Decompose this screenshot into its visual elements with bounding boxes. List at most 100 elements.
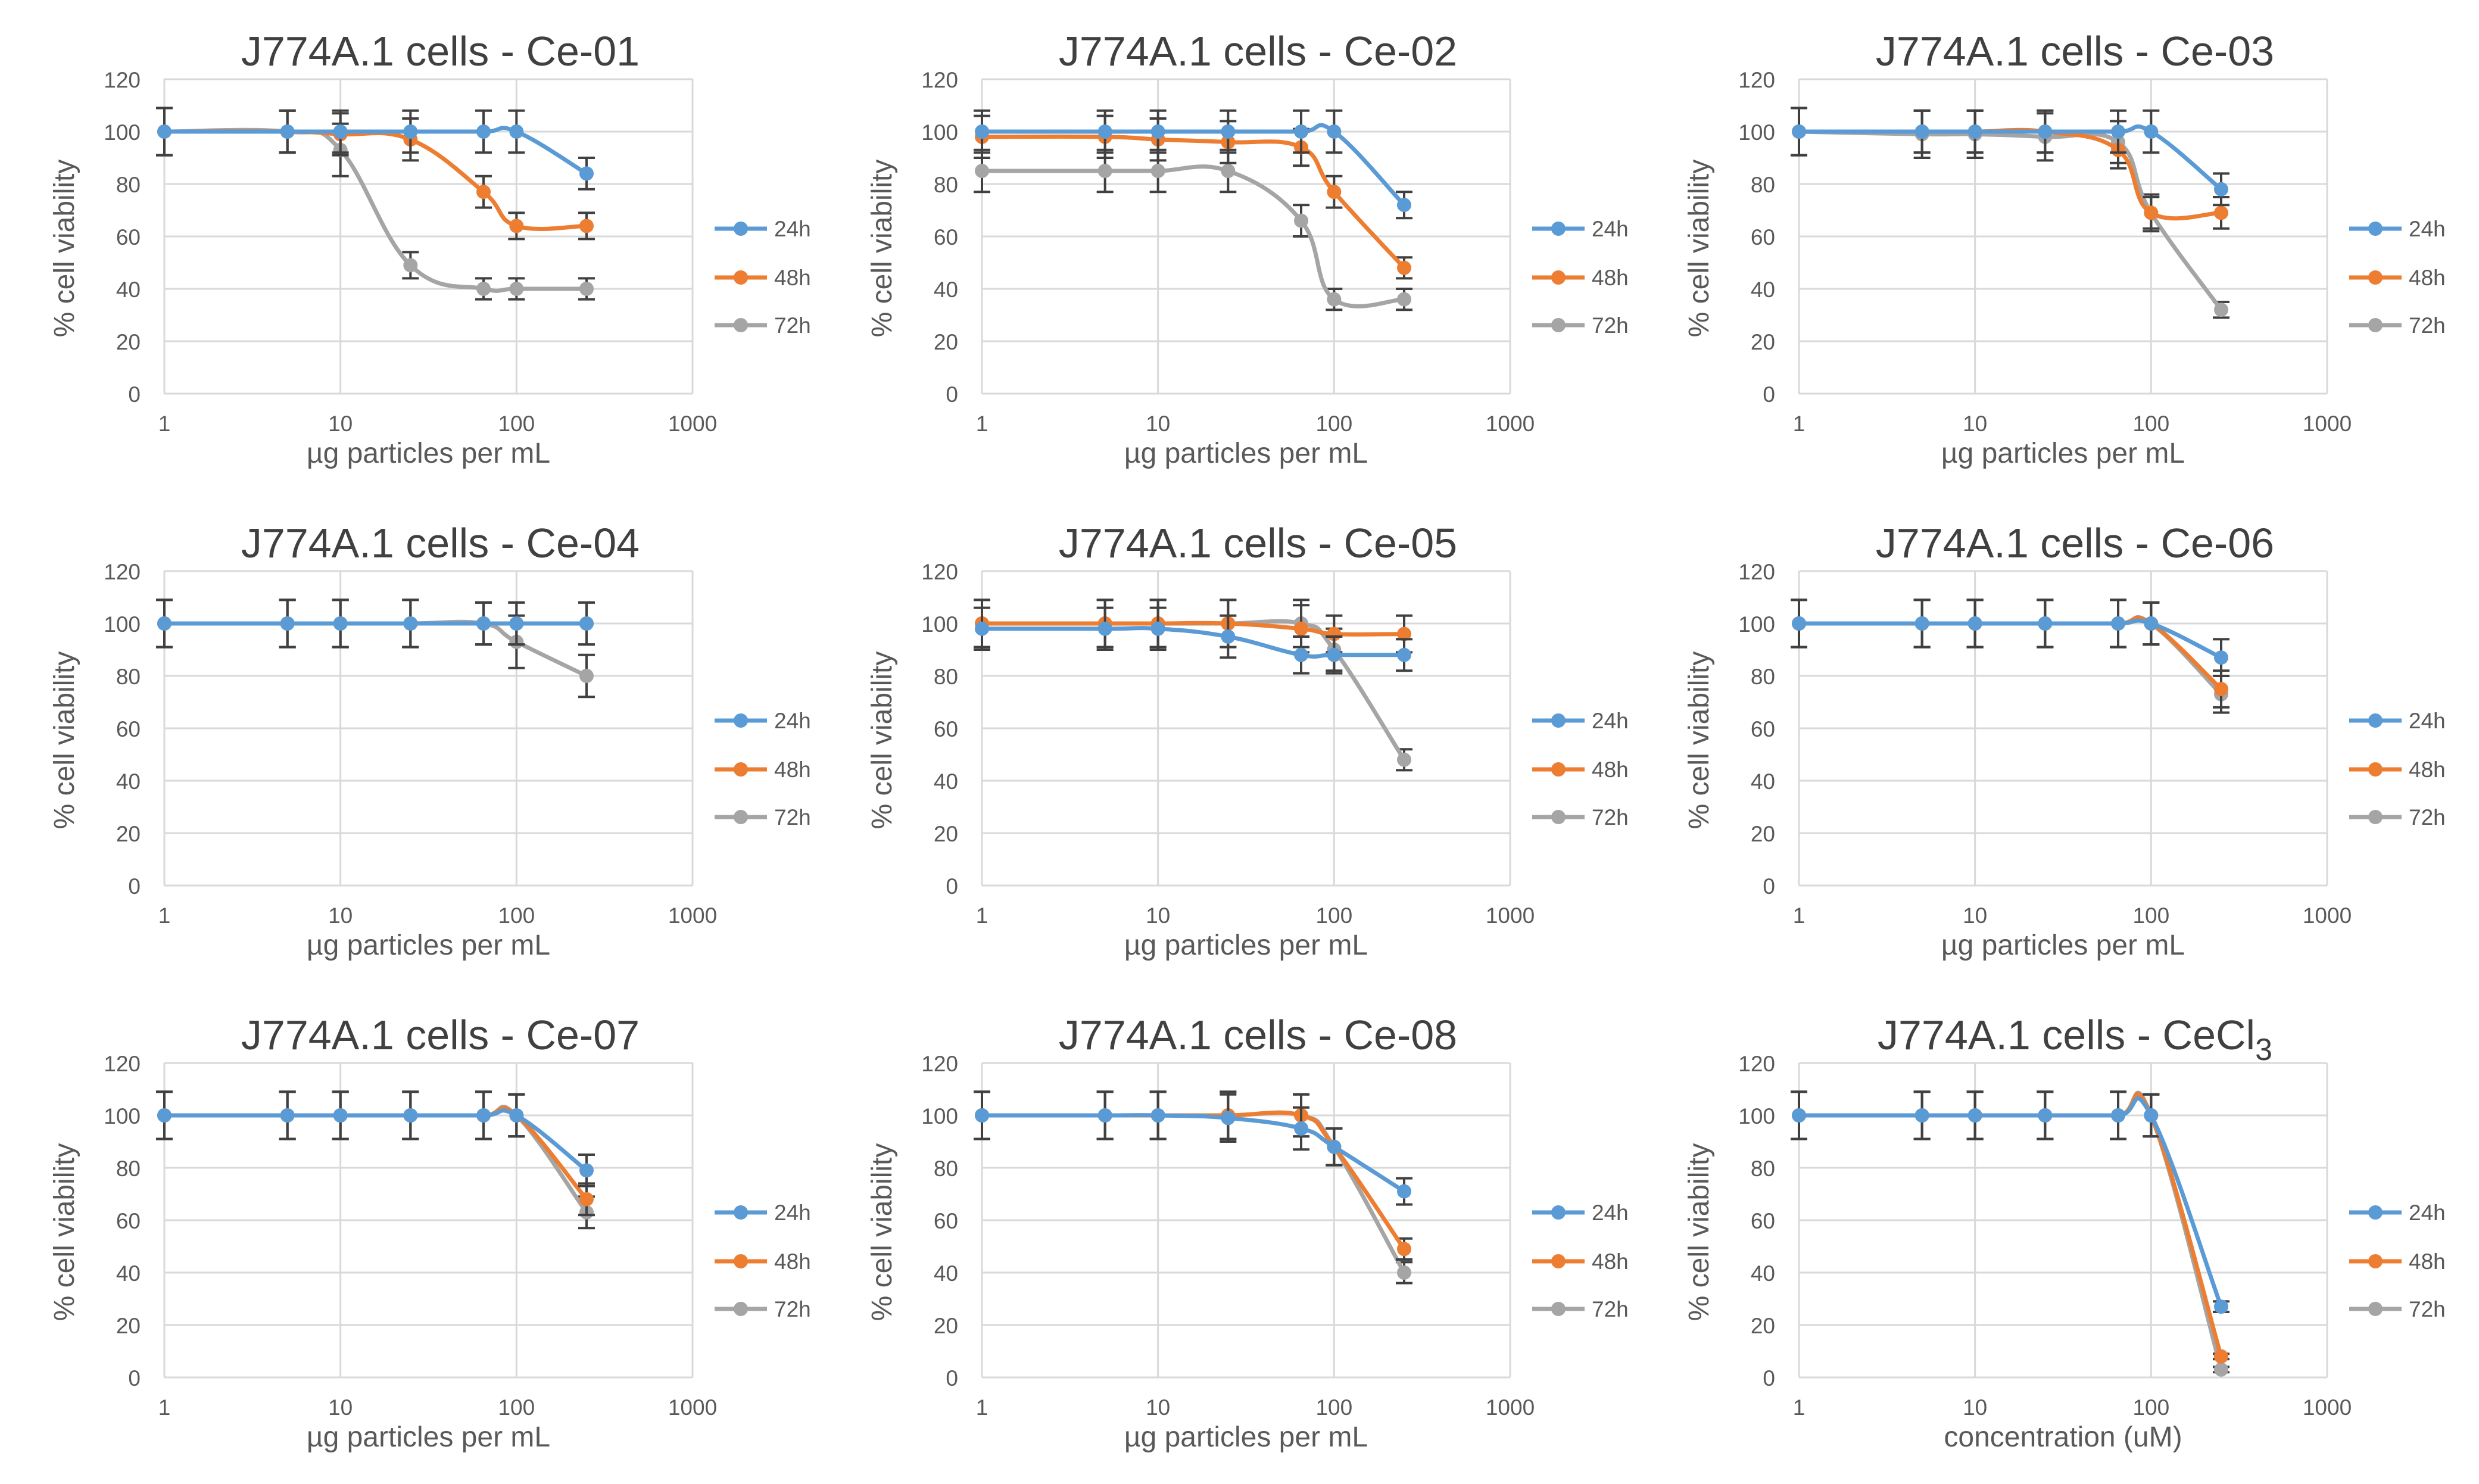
y-tick-label: 0 [128, 874, 141, 899]
legend-marker [734, 713, 748, 728]
data-point-24h [403, 1108, 418, 1123]
legend-label: 24h [1592, 217, 1629, 241]
data-point-24h [2213, 1299, 2228, 1314]
series-line-48h [1797, 615, 2224, 691]
y-tick-label: 40 [934, 769, 958, 794]
x-tick-label: 1 [1793, 1395, 1806, 1420]
data-point-24h [1327, 647, 1342, 662]
data-point-24h [476, 1108, 491, 1123]
x-tick-label: 100 [498, 903, 535, 928]
legend-item-24h: 24h [2349, 217, 2446, 241]
legend-item-48h: 48h [2349, 757, 2446, 782]
y-tick-label: 40 [1751, 278, 1775, 302]
y-tick-label: 20 [1751, 822, 1775, 846]
legend-marker [2368, 1205, 2383, 1220]
chart-panel-7: J774A.1 cells - Ce-07 0 20 40 60 80 100 120 1 10 1… [49, 1012, 811, 1453]
legend-item-48h: 48h [715, 266, 811, 290]
series-line-48h [1797, 127, 2224, 221]
legend-item-72h: 72h [1532, 805, 1629, 830]
series-24h [974, 1090, 1412, 1206]
data-point-72h [975, 164, 989, 178]
data-point-24h [579, 166, 594, 181]
legend-label: 72h [1592, 313, 1629, 338]
legend-item-72h: 72h [2349, 313, 2446, 338]
legend-marker [2368, 222, 2383, 236]
y-tick-label: 20 [934, 1314, 958, 1338]
y-axis-label: % cell viability [49, 1143, 80, 1321]
data-point-24h [1396, 198, 1411, 213]
legend-label: 72h [1592, 805, 1629, 830]
series-line-24h [162, 1108, 589, 1173]
data-point-48h [1327, 185, 1342, 199]
data-point-24h [403, 616, 418, 631]
x-tick-label: 1 [1793, 411, 1806, 436]
legend-item-24h: 24h [715, 709, 811, 733]
data-point-72h [1327, 292, 1342, 307]
x-tick-label: 1 [158, 903, 171, 928]
data-point-48h [2213, 1349, 2228, 1364]
y-tick-label: 40 [116, 769, 141, 794]
x-tick-label: 1 [976, 1395, 989, 1420]
legend-item-48h: 48h [715, 757, 811, 782]
legend-item-48h: 48h [715, 1249, 811, 1274]
y-tick-label: 0 [946, 874, 958, 899]
y-tick-label: 80 [934, 173, 958, 197]
data-point-24h [1097, 1108, 1112, 1123]
data-point-72h [1396, 1265, 1411, 1280]
y-axis-label: % cell viability [866, 651, 898, 830]
x-axis-label: µg particles per mL [1941, 930, 2185, 961]
series-48h [156, 107, 595, 241]
data-point-24h [1150, 621, 1165, 636]
y-axis-label: % cell viability [866, 1143, 898, 1321]
data-point-24h [2111, 1108, 2126, 1123]
legend-item-24h: 24h [715, 1201, 811, 1225]
y-tick-label: 60 [116, 1209, 141, 1233]
y-tick-label: 60 [116, 717, 141, 741]
data-point-24h [333, 1108, 348, 1123]
data-point-24h [2144, 616, 2159, 631]
data-point-72h [1294, 213, 1309, 228]
legend-marker [734, 1205, 748, 1220]
data-point-24h [1792, 1108, 1806, 1123]
x-axis-label: µg particles per mL [307, 930, 550, 961]
legend-item-72h: 72h [715, 805, 811, 830]
legend-marker [2368, 762, 2383, 777]
y-axis-label: % cell viability [1683, 651, 1715, 830]
legend-item-24h: 24h [2349, 1201, 2446, 1225]
legend-item-48h: 48h [1532, 1249, 1629, 1274]
y-tick-label: 20 [1751, 330, 1775, 354]
chart-title: J774A.1 cells - Ce-07 [241, 1012, 640, 1058]
series-24h [1791, 107, 2229, 207]
data-point-24h [1097, 124, 1112, 139]
legend-label: 72h [2409, 805, 2446, 830]
legend-marker [1551, 810, 1566, 824]
x-axis-label: µg particles per mL [307, 1421, 550, 1453]
x-tick-label: 1000 [2303, 903, 2352, 928]
legend-marker [2368, 270, 2383, 285]
data-point-48h [579, 1192, 594, 1206]
y-tick-label: 0 [946, 1366, 958, 1391]
data-point-72h [1150, 164, 1165, 178]
series-24h [156, 107, 595, 191]
legend-label: 48h [1592, 1249, 1629, 1274]
chart-title: J774A.1 cells - CeCl3 [1878, 1012, 2272, 1067]
data-point-24h [509, 616, 524, 631]
chart-panel-4: J774A.1 cells - Ce-04 0 20 40 60 80 100 120 1 10 1… [49, 520, 811, 961]
legend-label: 24h [2409, 1201, 2446, 1225]
y-tick-label: 80 [934, 665, 958, 689]
legend-marker [734, 810, 748, 824]
y-axis-label: % cell viability [1683, 160, 1715, 338]
data-point-24h [1914, 124, 1929, 139]
x-tick-label: 100 [2132, 903, 2169, 928]
legend-marker [734, 270, 748, 285]
data-point-72h [509, 282, 524, 296]
data-point-24h [476, 124, 491, 139]
series-48h [1791, 1090, 2229, 1364]
series-24h [974, 109, 1412, 220]
legend-item-48h: 48h [1532, 266, 1629, 290]
y-tick-label: 100 [104, 120, 141, 145]
data-point-48h [509, 219, 524, 233]
data-point-24h [2038, 1108, 2053, 1123]
data-point-24h [2111, 616, 2126, 631]
